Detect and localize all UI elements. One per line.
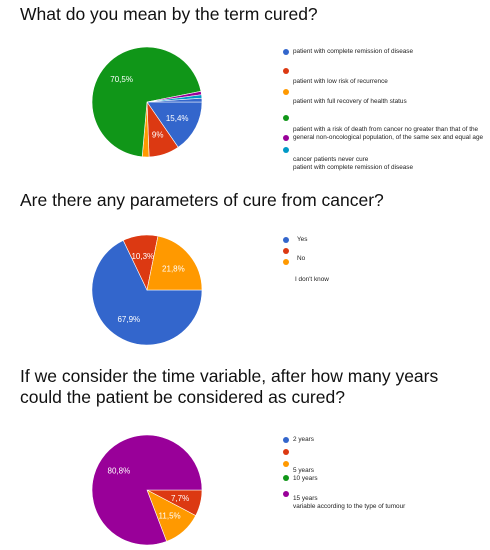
- legend-dot-icon: [283, 475, 289, 481]
- legend-dot-icon: [283, 135, 289, 141]
- pie-slice: [91, 434, 203, 546]
- legend-text: patient with a risk of death from cancer…: [293, 126, 479, 133]
- chart-section-3: If we consider the time variable, after …: [0, 360, 490, 550]
- legend-text: cancer patients never cure: [293, 156, 369, 163]
- legend-text: general non-oncological population, of t…: [293, 134, 484, 141]
- legend-dot-icon: [283, 89, 289, 95]
- legend-text: 5 years: [293, 467, 314, 474]
- slice-label: 21,8%: [162, 264, 185, 273]
- legend-dot-icon: [283, 461, 289, 467]
- legend-text: patient with full recovery of health sta…: [293, 98, 407, 105]
- legend-dot-icon: [283, 248, 289, 254]
- legend-text: 2 years: [293, 436, 314, 443]
- pie-slice: [146, 97, 203, 103]
- slice-label: 7,7%: [171, 494, 189, 503]
- legend-text: patient with complete remission of disea…: [293, 48, 414, 55]
- pie-slice: [91, 46, 202, 158]
- legend-dot-icon: [283, 49, 289, 55]
- slice-label: 10,3%: [131, 252, 154, 261]
- legend-text: 15 years: [293, 495, 318, 502]
- legend-dot-icon: [283, 68, 289, 74]
- legend-dot-icon: [283, 147, 289, 153]
- pie-slice: [146, 235, 203, 291]
- legend-dot-icon: [283, 449, 289, 455]
- slice-label: 70,5%: [110, 75, 133, 84]
- slice-label: 15,4%: [166, 114, 189, 123]
- pie-chart: 15,4%9% 70,5%: [91, 46, 203, 158]
- legend-text: Yes: [297, 236, 308, 243]
- legend-dot-icon: [283, 437, 289, 443]
- slice-label: 67,9%: [117, 315, 140, 324]
- slice-label: 80,8%: [108, 467, 131, 476]
- legend-text: patient with complete remission of disea…: [293, 164, 414, 171]
- legend-dot-icon: [283, 115, 289, 121]
- pie-chart: 7,7% 11,5% 80,8%: [91, 434, 203, 546]
- slice-label: 11,5%: [159, 512, 181, 521]
- legend-text: 10 years: [293, 475, 318, 482]
- legend-text: patient with low risk of recurrence: [293, 78, 388, 85]
- chart-title: If we consider the time variable, after …: [20, 366, 439, 407]
- chart-title: Are there any parameters of cure from ca…: [20, 190, 384, 210]
- legend-text: variable according to the type of tumour: [293, 503, 406, 510]
- pie-slice: [91, 239, 203, 346]
- legend-dot-icon: [283, 259, 289, 265]
- legend-dot-icon: [283, 491, 289, 497]
- legend-text: I don't know: [295, 276, 329, 283]
- chart-section-1: What do you mean by the term cured? 15,4…: [0, 0, 490, 180]
- pie-chart: 67,9% 10,3% 21,8%: [91, 234, 203, 346]
- legend-dot-icon: [283, 237, 289, 243]
- pie-slice: [146, 101, 203, 148]
- chart-section-2: Are there any parameters of cure from ca…: [0, 180, 490, 360]
- legend-text: No: [297, 255, 306, 262]
- chart-title: What do you mean by the term cured?: [20, 4, 318, 24]
- slice-label: 9%: [152, 130, 164, 139]
